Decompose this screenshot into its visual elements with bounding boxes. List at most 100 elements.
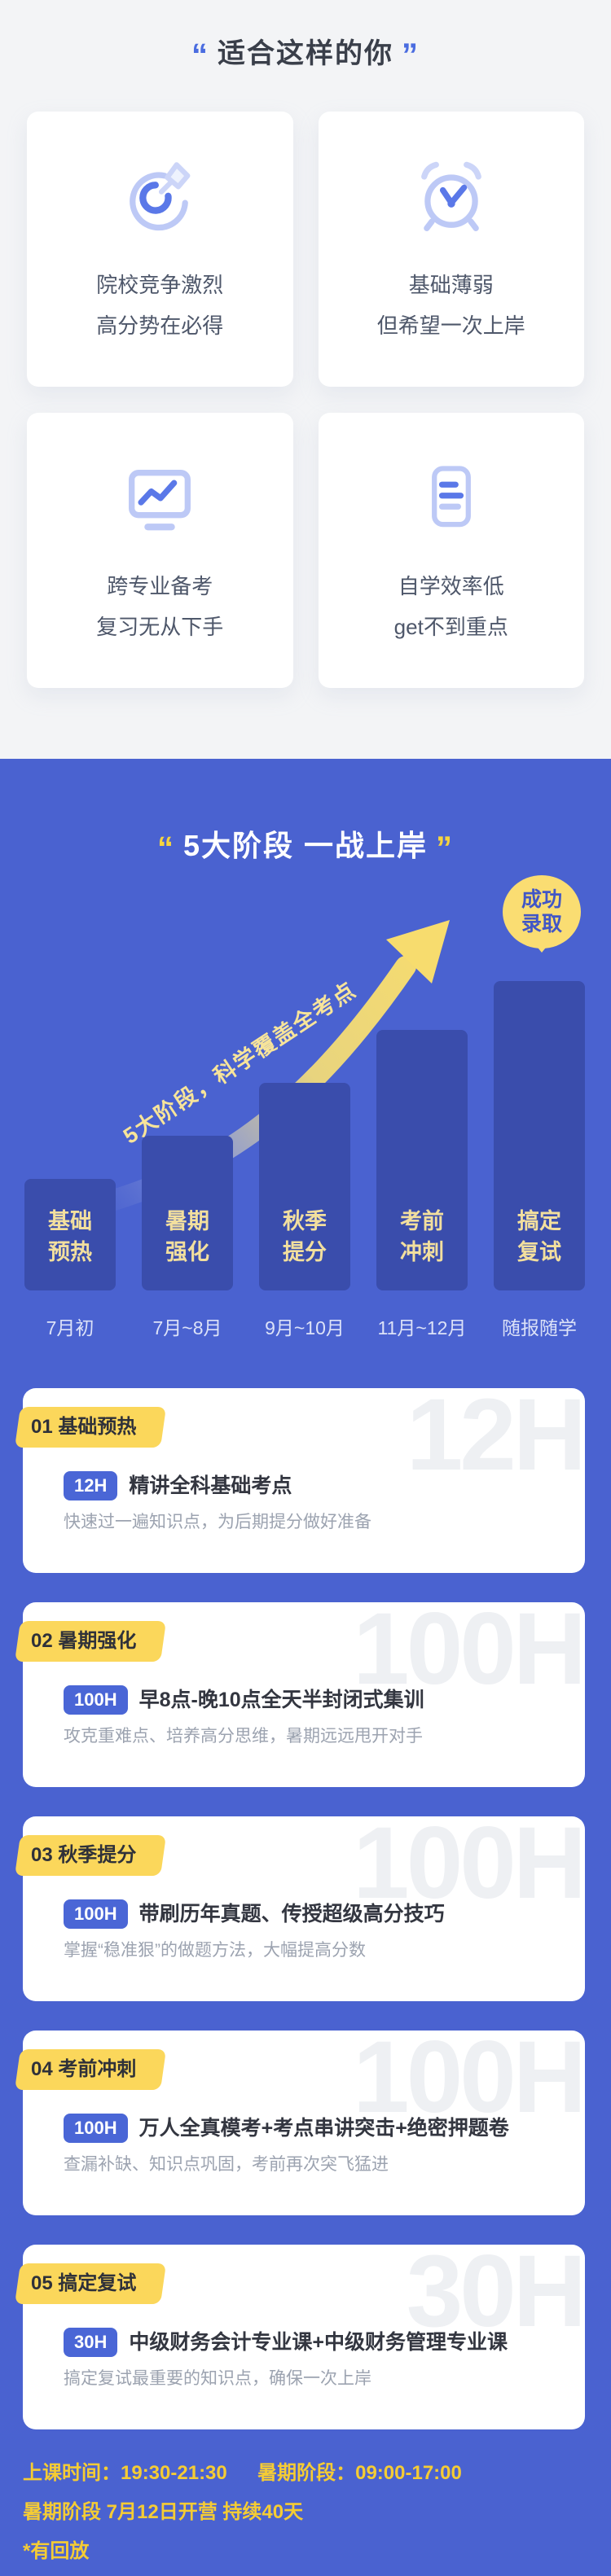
schedule-line2: 暑期阶段 7月12日开营 持续40天 xyxy=(23,2501,304,2523)
bar-label-line: 冲刺 xyxy=(400,1240,444,1264)
suit-card-weak-basis: 基础薄弱 但希望一次上岸 xyxy=(318,112,584,387)
suit-card-text: 自学效率低 get不到重点 xyxy=(394,566,508,647)
stage-badge: 04 考前冲刺 xyxy=(15,2049,160,2090)
schedule-line1: 上课时间：19:30-21:30 暑期阶段：09:00-17:00 xyxy=(23,2462,462,2484)
stage-title-row: 100H 带刷历年真题、传授超级高分技巧 xyxy=(64,1899,445,1929)
balloon-line1: 成功 xyxy=(521,888,562,911)
stage-card-desc: 查漏补缺、知识点巩固，考前再次突飞猛进 xyxy=(64,2155,389,2174)
bar-label-line: 考前 xyxy=(400,1209,444,1233)
monitor-trend-icon xyxy=(129,470,191,531)
bar-stage-5: 搞定 复试 xyxy=(494,981,585,1290)
close-quote-icon: ” xyxy=(402,37,420,73)
suit-card-competition: 院校竞争激烈 高分势在必得 xyxy=(27,112,293,387)
stage-card-title: 早8点-晚10点全天半封闭式集训 xyxy=(138,1689,424,1711)
bar-label-line: 秋季 xyxy=(283,1209,327,1233)
bar-label-line: 搞定 xyxy=(517,1209,561,1233)
stage-badge: 02 暑期强化 xyxy=(15,1621,160,1662)
section-title-suitable: “ 适合这样的你 ” xyxy=(0,0,611,75)
watermark-clip: 30H xyxy=(23,2245,585,2429)
bar-stage-2: 暑期 强化 xyxy=(142,1136,233,1290)
close-quote-icon: ” xyxy=(436,830,455,866)
growth-arrow xyxy=(67,920,450,1221)
hours-chip: 30H xyxy=(64,2328,118,2357)
hours-watermark: 100H xyxy=(353,1602,585,1706)
suitable-section: “ 适合这样的你 ” 院校竞争激烈 高分势在必得 xyxy=(0,0,611,759)
bar-date: 7月初 xyxy=(46,1317,95,1338)
suit-card-low-efficiency: 自学效率低 get不到重点 xyxy=(318,413,584,688)
stage-title-row: 30H 中级财务会计专业课+中级财务管理专业课 xyxy=(64,2328,508,2357)
stage-card-2: 100H 02 暑期强化 100H 早8点-晚10点全天半封闭式集训 攻克重难点… xyxy=(23,1602,585,1787)
stage-card-list: 12H 01 基础预热 12H 精讲全科基础考点 快速过一遍知识点，为后期提分做… xyxy=(23,1388,585,2459)
suit-card-line1: 跨专业备考 xyxy=(107,574,213,598)
hours-watermark: 12H xyxy=(406,1388,585,1492)
open-quote-icon: “ xyxy=(191,37,209,73)
bar-label: 暑期 强化 xyxy=(142,1206,233,1268)
suit-card-line2: 高分势在必得 xyxy=(96,313,224,338)
stage-card-title: 精讲全科基础考点 xyxy=(129,1474,292,1497)
section-title-stages: “5大阶段 一战上岸” xyxy=(0,822,611,866)
watermark-clip: 12H xyxy=(23,1388,585,1573)
hours-chip: 100H xyxy=(64,1899,128,1929)
bar-stage-3: 秋季 提分 xyxy=(259,1083,350,1290)
stage-card-desc: 快速过一遍知识点，为后期提分做好准备 xyxy=(64,1513,371,1531)
suit-card-text: 院校竞争激烈 高分势在必得 xyxy=(96,265,223,346)
success-balloon-text: 成功 录取 xyxy=(503,875,581,936)
bar-stage-4: 考前 冲刺 xyxy=(376,1030,468,1290)
bar-date: 11月~12月 xyxy=(377,1317,467,1338)
stage-badge-text: 02 暑期强化 xyxy=(31,1630,137,1652)
bar-date: 随报随学 xyxy=(502,1317,577,1338)
document-lines-icon xyxy=(431,466,471,528)
bar-label: 搞定 复试 xyxy=(494,1206,585,1268)
stage-card-desc: 掌握“稳准狠”的做题方法，大幅提高分数 xyxy=(64,1941,366,1960)
bar-stage-1: 基础 预热 xyxy=(24,1179,116,1290)
bar-date: 7月~8月 xyxy=(152,1317,222,1338)
stages-title-text: 5大阶段 一战上岸 xyxy=(182,829,429,862)
bar-label-line: 复试 xyxy=(517,1240,561,1264)
hours-watermark: 100H xyxy=(353,1816,585,1920)
stage-card-3: 100H 03 秋季提分 100H 带刷历年真题、传授超级高分技巧 掌握“稳准狠… xyxy=(23,1816,585,2001)
bar-label-line: 基础 xyxy=(48,1209,92,1233)
stage-card-desc: 搞定复试最重要的知识点，确保一次上岸 xyxy=(64,2369,371,2388)
open-quote-icon: “ xyxy=(156,830,175,866)
stage-card-title: 带刷历年真题、传授超级高分技巧 xyxy=(138,1903,445,1925)
suit-card-line1: 基础薄弱 xyxy=(408,273,494,297)
bar-label-line: 暑期 xyxy=(165,1209,209,1233)
hours-chip: 12H xyxy=(64,1471,118,1500)
bar-label: 秋季 提分 xyxy=(259,1206,350,1268)
alarm-clock-icon xyxy=(420,161,481,231)
stage-badge: 05 搞定复试 xyxy=(15,2263,160,2304)
watermark-clip: 100H xyxy=(23,1602,585,1787)
stage-title-row: 100H 万人全真模考+考点串讲突击+绝密押题卷 xyxy=(64,2114,509,2143)
stage-title-row: 12H 精讲全科基础考点 xyxy=(64,1471,292,1500)
suit-card-text: 跨专业备考 复习无从下手 xyxy=(96,566,223,647)
stage-card-desc: 攻克重难点、培养高分思维，暑期远远甩开对手 xyxy=(64,1727,423,1746)
bar-date: 9月~10月 xyxy=(265,1317,345,1338)
bar-label: 考前 冲刺 xyxy=(376,1206,468,1268)
hours-watermark: 30H xyxy=(406,2245,585,2348)
target-pen-icon xyxy=(130,162,191,231)
stage-bar-chart: 基础 预热 暑期 强化 秋季 提分 考前 冲刺 xyxy=(0,981,611,1290)
stage-badge-text: 04 考前冲刺 xyxy=(31,2058,137,2080)
suit-card-line1: 院校竞争激烈 xyxy=(96,273,224,297)
stage-title-row: 100H 早8点-晚10点全天半封闭式集训 xyxy=(64,1685,424,1715)
watermark-clip: 100H xyxy=(23,2031,585,2215)
stage-card-title: 中级财务会计专业课+中级财务管理专业课 xyxy=(129,2331,508,2354)
suitable-card-grid: 院校竞争激烈 高分势在必得 基础薄弱 但希望一次上岸 xyxy=(0,112,611,688)
suit-card-cross-major: 跨专业备考 复习无从下手 xyxy=(27,413,293,688)
stage-badge-text: 03 秋季提分 xyxy=(31,1844,137,1866)
bar-label: 基础 预热 xyxy=(24,1206,116,1268)
schedule-line3: *有回放 xyxy=(23,2540,90,2562)
suit-card-line2: 但希望一次上岸 xyxy=(376,313,525,338)
schedule-footer: 上课时间：19:30-21:30 暑期阶段：09:00-17:00 暑期阶段 7… xyxy=(23,2454,462,2571)
stage-badge: 03 秋季提分 xyxy=(15,1835,160,1876)
stage-card-1: 12H 01 基础预热 12H 精讲全科基础考点 快速过一遍知识点，为后期提分做… xyxy=(23,1388,585,1573)
hours-chip: 100H xyxy=(64,1685,128,1715)
stage-dates-row: 7月初 7月~8月 9月~10月 11月~12月 随报随学 xyxy=(0,1312,611,1338)
bar-label-line: 提分 xyxy=(283,1240,327,1264)
hours-watermark: 100H xyxy=(353,2031,585,2134)
suit-card-line2: 复习无从下手 xyxy=(96,615,224,639)
stage-badge-text: 05 搞定复试 xyxy=(31,2272,137,2294)
stage-badge-text: 01 基础预热 xyxy=(31,1416,137,1438)
stage-card-5: 30H 05 搞定复试 30H 中级财务会计专业课+中级财务管理专业课 搞定复试… xyxy=(23,2245,585,2429)
